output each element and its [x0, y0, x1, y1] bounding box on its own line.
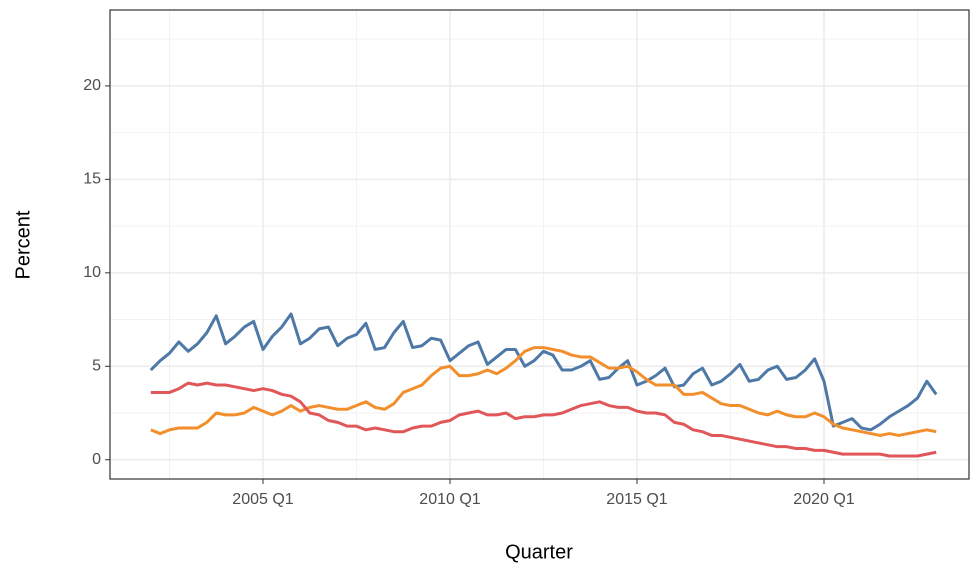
x-axis-title: Quarter: [505, 541, 573, 563]
x-tick-label: 2005 Q1: [232, 491, 293, 508]
series-line: [149, 312, 938, 432]
y-tick-label: 20: [83, 77, 101, 94]
x-tick-label: 2020 Q1: [793, 491, 854, 508]
series-line: [150, 346, 937, 437]
y-tick-label: 0: [92, 451, 101, 468]
x-tick-label: 2010 Q1: [419, 491, 480, 508]
y-tick-label: 10: [83, 264, 101, 281]
y-axis-title: Percent: [12, 210, 34, 279]
series-line: [150, 381, 937, 458]
panel-background: [110, 10, 969, 479]
panel-border: [109, 9, 970, 480]
y-tick-label: 5: [92, 358, 101, 375]
x-tick-label: 2015 Q1: [606, 491, 667, 508]
y-tick-label: 15: [83, 171, 101, 188]
